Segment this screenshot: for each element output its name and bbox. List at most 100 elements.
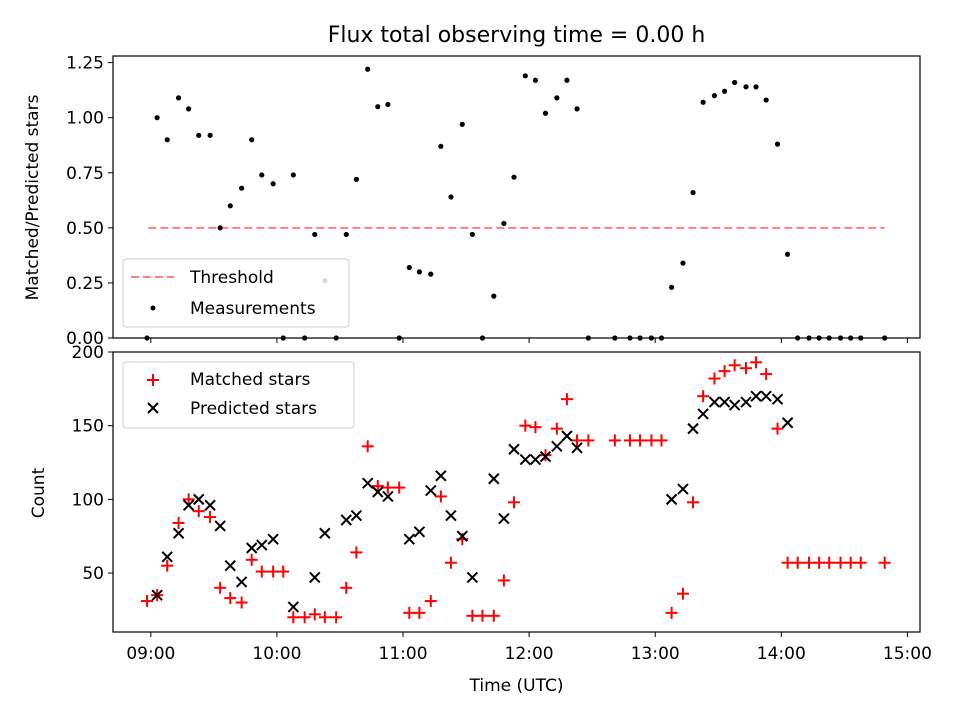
count-x-tick-label: 11:00: [379, 644, 428, 664]
measurements-point: [753, 84, 759, 90]
matched-stars-marker: [823, 556, 836, 569]
measurements-point: [207, 132, 213, 138]
measurements-point: [511, 174, 517, 180]
threshold-legend-label: Threshold: [189, 268, 274, 288]
matched-stars-marker: [834, 556, 847, 569]
matched-stars-marker: [487, 609, 500, 622]
measurements-point: [542, 110, 549, 116]
predicted-stars-marker: [697, 408, 709, 420]
count-panel-frame: [112, 351, 921, 633]
predicted-stars-marker: [245, 542, 258, 554]
matched-stars-marker: [739, 362, 752, 375]
matched-stars-marker: [519, 419, 532, 432]
measurements-point: [700, 99, 706, 105]
measurements-point: [574, 106, 580, 112]
matched-stars-marker: [287, 611, 300, 624]
measurements-point: [711, 93, 718, 99]
predicted-stars-marker: [456, 530, 468, 542]
predicted-stars-marker: [214, 520, 226, 532]
top-y-axis-label: Matched/Predicted stars: [23, 94, 43, 300]
count-x-tick-label: 12:00: [505, 644, 554, 664]
ratio-panel: Flux total observing time = 0.00 h Match…: [23, 23, 921, 349]
measurements-point: [501, 220, 507, 227]
matched-stars-marker: [182, 493, 195, 506]
count-x-tick-label: 15:00: [883, 644, 932, 664]
matched-stars-marker: [424, 595, 437, 608]
ratio-y-tick-label: 0.25: [66, 274, 104, 294]
matched-stars-marker: [434, 490, 447, 503]
count-y-tick-label: 50: [82, 564, 104, 584]
matched-stars-marker: [878, 556, 891, 569]
matched-stars-marker: [214, 581, 227, 594]
predicted-stars-marker: [204, 499, 216, 511]
matched-stars-marker: [791, 556, 804, 569]
measurements-point: [227, 203, 233, 209]
matched-stars-marker: [718, 365, 731, 378]
predicted-stars-marker: [529, 453, 542, 466]
measurements-point: [196, 132, 202, 138]
measurements-legend-label: Measurements: [190, 299, 316, 319]
matched-stars-marker: [235, 596, 248, 609]
measurements-point: [290, 172, 296, 178]
predicted-stars-marker: [372, 486, 384, 498]
count-x-tick-label: 09:00: [126, 644, 175, 664]
matched-stars-marker: [803, 556, 816, 569]
matched-legend-swatch: [147, 374, 159, 386]
predicted-stars-marker: [224, 559, 236, 572]
matched-stars-marker: [687, 496, 700, 509]
count-x-tick-label: 13:00: [631, 644, 680, 664]
matched-stars-marker: [665, 606, 678, 619]
measurements-point: [721, 88, 728, 94]
predicted-stars-marker: [687, 422, 699, 435]
matched-stars-marker: [728, 359, 741, 372]
predicted-stars-marker: [551, 440, 563, 453]
count-y-tick-label: 200: [72, 343, 104, 363]
matched-stars-marker: [645, 434, 658, 447]
matched-stars-marker: [571, 434, 584, 447]
predicted-stars-marker: [740, 396, 752, 408]
measurements-point: [491, 293, 497, 299]
matched-stars-marker: [444, 556, 457, 569]
matched-stars-marker: [466, 609, 479, 622]
count-x-tick-label: 14:00: [757, 644, 806, 664]
predicted-stars-marker: [287, 601, 300, 613]
matched-stars-marker: [539, 449, 552, 462]
measurements-point: [249, 137, 255, 143]
count-legend: Matched stars Predicted stars: [122, 361, 355, 429]
predicted-legend-swatch: [147, 402, 159, 414]
measurements-point: [175, 95, 182, 101]
measurements-point: [785, 251, 791, 257]
predicted-stars-marker: [771, 393, 784, 405]
predicted-stars-marker: [466, 571, 479, 584]
predicted-stars-marker: [182, 499, 195, 511]
count-plot-area: 50 100 150 200 09:00 10:00 11:00 12:00 13:00 14:0…: [72, 343, 932, 664]
matched-stars-marker: [760, 368, 773, 381]
count-legend-box: [122, 361, 355, 429]
bottom-y-axis-label: Count: [29, 467, 49, 518]
predicted-stars-marker: [340, 514, 352, 526]
measurements-point: [259, 172, 265, 178]
matched-stars-marker: [550, 422, 563, 435]
matched-stars-marker: [507, 496, 520, 509]
matched-stars-marker: [340, 581, 353, 594]
matched-stars-marker: [608, 434, 621, 447]
ratio-y-tick-label: 1.00: [66, 109, 104, 129]
x-axis-label: Time (UTC): [469, 676, 564, 696]
matched-stars-marker: [403, 606, 416, 619]
measurements-point: [668, 284, 675, 290]
count-panel: Count Time (UTC) 50 100 150 200 09:00 10:00 11…: [29, 343, 932, 696]
predicted-stars-marker: [665, 493, 678, 506]
matched-legend-label: Matched stars: [190, 370, 310, 390]
predicted-stars-marker: [413, 526, 426, 538]
predicted-stars-marker: [718, 396, 731, 408]
matched-stars-marker: [781, 556, 794, 569]
predicted-stars-marker: [350, 509, 363, 522]
ratio-legend-box: [122, 258, 350, 328]
matched-stars-marker: [172, 516, 185, 529]
predicted-stars-marker: [708, 396, 721, 408]
measurements-point: [774, 141, 781, 147]
matched-stars-marker: [381, 481, 394, 494]
matched-stars-marker: [308, 608, 321, 621]
measurements-point: [448, 194, 454, 200]
